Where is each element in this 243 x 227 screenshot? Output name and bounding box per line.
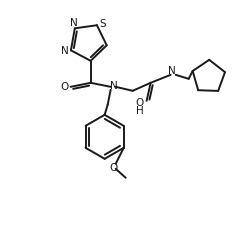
Text: S: S: [100, 19, 106, 29]
Text: O: O: [136, 98, 144, 108]
Text: O: O: [61, 82, 69, 92]
Text: N: N: [168, 66, 175, 76]
Text: H: H: [136, 106, 144, 116]
Text: N: N: [61, 46, 69, 56]
Text: N: N: [110, 81, 118, 91]
Text: O: O: [110, 163, 118, 173]
Text: N: N: [70, 18, 78, 28]
